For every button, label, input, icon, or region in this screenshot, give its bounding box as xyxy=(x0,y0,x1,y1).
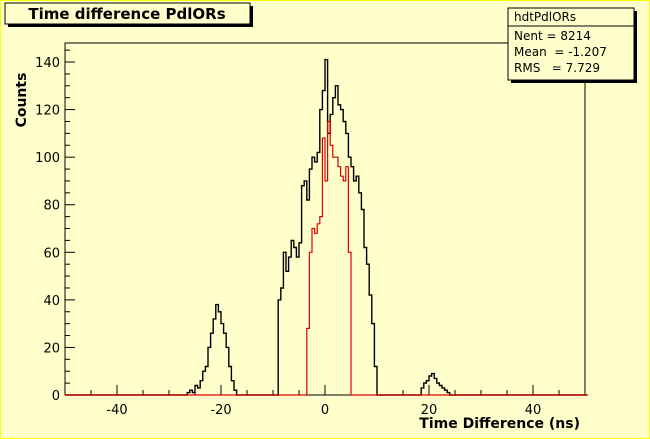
stats-box-frame xyxy=(507,7,635,81)
stats-mean: Mean = -1.207 xyxy=(514,45,607,59)
stats-rms: RMS = 7.729 xyxy=(514,61,600,75)
y-tick-label: 40 xyxy=(43,294,60,309)
x-tick-label: 40 xyxy=(525,403,542,418)
y-axis-title: Counts xyxy=(14,73,30,128)
y-tick-label: 140 xyxy=(35,56,60,71)
histogram-series-1 xyxy=(65,58,588,396)
chart-title: Time difference PdlORs xyxy=(28,5,225,23)
x-tick-label: -40 xyxy=(106,403,127,418)
x-axis-title: Time Difference (ns) xyxy=(419,416,580,432)
stats-name: hdtPdlORs xyxy=(514,10,576,24)
y-tick-label: 100 xyxy=(35,151,60,166)
stats-box: hdtPdlORs Nent = 8214 Mean = -1.207 RMS … xyxy=(507,7,637,83)
axis-ticks: -40 -20 0 20 40 0 20 40 60 80 100 120 140 xyxy=(35,49,586,418)
title-box-frame xyxy=(4,2,251,25)
y-tick-label: 20 xyxy=(43,341,60,356)
x-tick-label: 20 xyxy=(421,403,438,418)
x-tick-label: 0 xyxy=(321,403,329,418)
series-layer xyxy=(65,58,588,396)
histogram-series-2 xyxy=(65,120,588,396)
y-tick-label: 120 xyxy=(35,104,60,119)
y-tick-label: 0 xyxy=(52,389,60,404)
x-tick-label: -20 xyxy=(210,403,231,418)
y-tick-label: 60 xyxy=(43,246,60,261)
title-box: Time difference PdlORs xyxy=(4,2,253,27)
stats-entries: Nent = 8214 xyxy=(514,29,591,43)
y-tick-label: 80 xyxy=(43,199,60,214)
